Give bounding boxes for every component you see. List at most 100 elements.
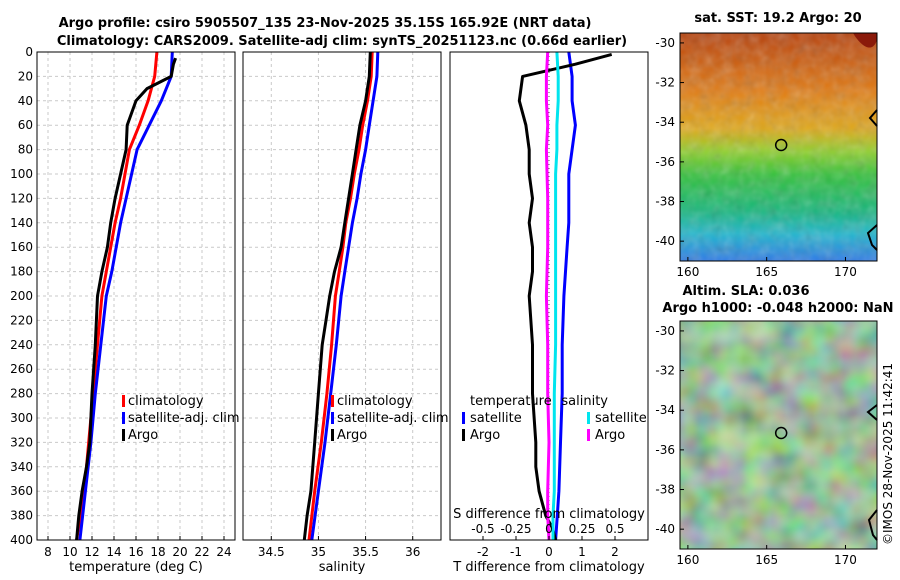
difference-s-tick-label: -0.25 xyxy=(500,522,531,536)
sst-map-texture xyxy=(680,33,877,261)
salinity-xtick-label: 35.5 xyxy=(352,545,379,559)
temperature-xtick-label: 18 xyxy=(150,545,165,559)
sla-map-frame xyxy=(679,320,878,550)
difference-legend-t-label: satellite xyxy=(470,411,522,426)
difference-s-tick-label: 0.5 xyxy=(605,522,624,536)
difference-series-sat_salinity xyxy=(551,51,560,540)
difference-legend-t-swatch xyxy=(462,412,465,424)
depth-tick-label: 300 xyxy=(10,411,33,425)
salinity-legend-swatch xyxy=(331,412,334,424)
salinity-xtick-label: 35 xyxy=(311,545,326,559)
difference-s-tick-label: 0.25 xyxy=(569,522,596,536)
map-sla-xtick-label: 165 xyxy=(755,553,778,567)
difference-xtick-label: 1 xyxy=(578,545,586,559)
depth-tick-label: 380 xyxy=(10,509,33,523)
depth-tick-label: 180 xyxy=(10,265,33,279)
depth-tick-label: 260 xyxy=(10,362,33,376)
map-sst-xtick-label: 170 xyxy=(834,265,857,279)
difference-xtick-label: -2 xyxy=(477,545,489,559)
temperature-xtick-label: 14 xyxy=(106,545,121,559)
salinity-panel: 34.5 35 35.5 36 salinity climatology satellite… xyxy=(242,51,449,575)
map-sst-ytick-label: -34 xyxy=(655,115,675,129)
map-sla-ytick-label: -30 xyxy=(655,324,675,338)
salinity-legend-label: Argo xyxy=(337,428,367,443)
depth-tick-label: 140 xyxy=(10,216,33,230)
temperature-xtick-label: 24 xyxy=(216,545,231,559)
sst-map: sat. SST: 19.2 Argo: 20 160 165 170 -30 -32 -… xyxy=(655,11,878,279)
map-sla-ytick-label: -32 xyxy=(655,364,675,378)
depth-tick-label: 20 xyxy=(18,69,33,83)
map-sst-argo-marker xyxy=(774,138,788,152)
temperature-legend-swatch xyxy=(122,395,125,407)
map-sst-ytick-label: -40 xyxy=(655,234,675,248)
difference-legend-s-label: Argo xyxy=(595,428,625,443)
difference-xtick-label: 2 xyxy=(611,545,619,559)
sla-map-title-line1: Altim. SLA: 0.036 xyxy=(683,284,810,299)
difference-series-satellite xyxy=(554,51,577,541)
sst-map-title: sat. SST: 19.2 Argo: 20 xyxy=(694,11,861,26)
salinity-legend-label: satellite-adj. clim xyxy=(337,411,449,426)
depth-tick-label: 220 xyxy=(10,313,33,327)
sla-map-coastline xyxy=(866,404,878,541)
map-sla-xtick-label: 170 xyxy=(834,553,857,567)
depth-tick-label: 320 xyxy=(10,435,33,449)
map-sst-ytick-label: -36 xyxy=(655,155,675,169)
sst-map-warm-patch xyxy=(853,33,877,48)
sla-map-title-line2: Argo h1000: -0.048 h2000: NaN xyxy=(662,301,893,316)
difference-legend-s-swatch xyxy=(587,412,590,424)
map-sla-ytick-label: -36 xyxy=(655,443,675,457)
depth-tick-label: 200 xyxy=(10,289,33,303)
difference-panel: -2 -1 0 1 2 -0.5 -0.25 0 0.25 0.5S difference fro… xyxy=(449,51,649,575)
depth-tick-label: 40 xyxy=(18,94,33,108)
difference-legend-s-label: satellite xyxy=(595,411,647,426)
sla-map: Altim. SLA: 0.036 Argo h1000: -0.048 h20… xyxy=(655,284,893,567)
difference-xlabel: T difference from climatology xyxy=(452,560,645,575)
temperature-xtick-label: 20 xyxy=(172,545,187,559)
salinity-legend-swatch xyxy=(331,429,334,441)
difference-legend-temperature-title: temperature xyxy=(470,394,552,409)
temperature-xtick-label: 8 xyxy=(44,545,52,559)
difference-xtick-label: -1 xyxy=(510,545,522,559)
sst-map-frame xyxy=(679,32,878,262)
temperature-legend-label: satellite-adj. clim xyxy=(128,411,240,426)
salinity-legend-label: climatology xyxy=(337,394,413,409)
difference-series-argo_salinity xyxy=(544,51,551,541)
map-sla-ytick-label: -38 xyxy=(655,483,675,497)
map-sst-ytick-label: -38 xyxy=(655,195,675,209)
map-sla-argo-marker xyxy=(774,426,788,440)
map-sst-xtick-label: 160 xyxy=(676,265,699,279)
temperature-xlabel: temperature (deg C) xyxy=(69,560,203,575)
depth-tick-label: 160 xyxy=(10,240,33,254)
depth-tick-label: 80 xyxy=(18,143,33,157)
temperature-legend-swatch xyxy=(122,412,125,424)
depth-tick-label: 280 xyxy=(10,387,33,401)
difference-legend-t-label: Argo xyxy=(470,428,500,443)
depth-tick-label: 360 xyxy=(10,484,33,498)
difference-legend-salinity-title: salinity xyxy=(561,394,608,409)
depth-tick-label: 100 xyxy=(10,167,33,181)
temperature-panel: 8 10 12 14 16 18 20 22 24 temperature (deg C) 0 20 4… xyxy=(10,45,240,575)
map-sst-xtick-label: 165 xyxy=(755,265,778,279)
figure-title-line2: Climatology: CARS2009. Satellite-adj cli… xyxy=(57,34,627,49)
temperature-xtick-label: 22 xyxy=(194,545,209,559)
salinity-xtick-label: 34.5 xyxy=(258,545,285,559)
difference-series-argo xyxy=(517,52,613,541)
map-sst-ytick-label: -32 xyxy=(655,76,675,90)
sla-map-texture xyxy=(680,321,877,549)
temperature-xtick-label: 12 xyxy=(84,545,99,559)
map-sst-ytick-label: -30 xyxy=(655,36,675,50)
difference-xlabel-top: S difference from climatology xyxy=(453,507,645,522)
difference-legend-t-swatch xyxy=(462,429,465,441)
difference-legend-s-swatch xyxy=(587,429,590,441)
sst-map-coastline xyxy=(866,109,878,251)
temperature-xtick-label: 10 xyxy=(62,545,77,559)
figure-title-line1: Argo profile: csiro 5905507_135 23-Nov-2… xyxy=(59,16,592,31)
temperature-legend-swatch xyxy=(122,429,125,441)
salinity-legend-swatch xyxy=(331,395,334,407)
depth-tick-label: 240 xyxy=(10,338,33,352)
difference-xtick-label: 0 xyxy=(545,545,553,559)
depth-tick-label: 60 xyxy=(18,118,33,132)
temperature-legend-label: Argo xyxy=(128,428,158,443)
copyright-label: ©IMOS 28-Nov-2025 11:42:41 xyxy=(881,363,895,545)
